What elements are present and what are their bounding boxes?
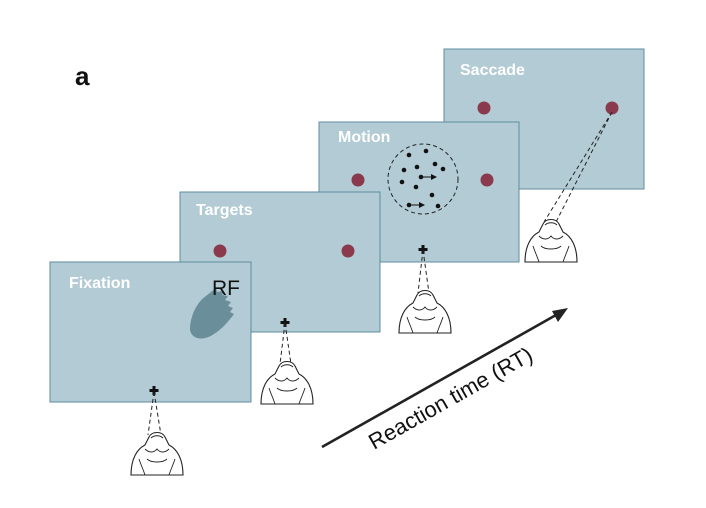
random-dot-stimulus bbox=[399, 148, 446, 209]
motion-arrowhead bbox=[431, 174, 437, 180]
gaze-lines bbox=[147, 111, 613, 436]
target-dot-left bbox=[213, 244, 227, 258]
panel-title-saccade: Saccade bbox=[460, 62, 525, 79]
panel-title-fixation: Fixation bbox=[69, 275, 130, 292]
monkey-head-icon bbox=[260, 360, 314, 405]
panel-fixation: Fixation RF bbox=[49, 261, 252, 403]
target-dot-left bbox=[477, 101, 491, 115]
target-dot-right bbox=[341, 244, 355, 258]
motion-dot bbox=[399, 179, 405, 185]
motion-dot bbox=[435, 203, 441, 209]
motion-dot bbox=[440, 166, 446, 172]
panel-letter: a bbox=[75, 61, 90, 91]
motion-dot bbox=[432, 161, 438, 167]
monkey-head-icon bbox=[524, 218, 578, 263]
target-dot-right bbox=[605, 101, 619, 115]
motion-dot bbox=[429, 192, 435, 198]
motion-dot bbox=[413, 184, 419, 190]
receptive-field-label: RF bbox=[212, 277, 240, 300]
monkey-head-icon bbox=[130, 431, 184, 476]
reaction-time-label: Reaction time (RT) bbox=[364, 342, 537, 454]
target-dot-left bbox=[351, 173, 365, 187]
fixation-cross bbox=[280, 318, 290, 327]
motion-dot bbox=[423, 148, 429, 154]
monkey-head-icon bbox=[398, 289, 452, 334]
motion-dot bbox=[406, 152, 412, 158]
reaction-time-arrow bbox=[321, 308, 568, 449]
motion-aperture bbox=[387, 143, 459, 215]
motion-dot bbox=[401, 167, 407, 173]
receptive-field-shape bbox=[190, 288, 234, 339]
target-dot-right bbox=[480, 173, 494, 187]
panel-title-targets: Targets bbox=[196, 202, 253, 219]
fixation-cross bbox=[418, 245, 428, 254]
fixation-cross bbox=[149, 386, 159, 395]
panel-title-motion: Motion bbox=[338, 129, 390, 146]
motion-dot bbox=[414, 164, 420, 170]
motion-arrowhead bbox=[419, 202, 425, 208]
